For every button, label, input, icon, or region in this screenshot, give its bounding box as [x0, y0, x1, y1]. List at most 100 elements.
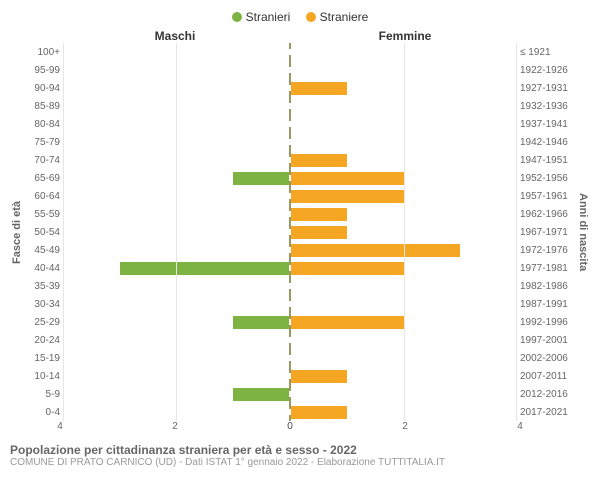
- female-cell: [289, 277, 516, 295]
- pyramid-row: 20-241997-2001: [24, 331, 576, 349]
- age-tick: 40-44: [24, 263, 64, 274]
- birth-year-tick: 1992-1996: [516, 317, 576, 328]
- female-cell: [289, 205, 516, 223]
- pyramid-row: 65-691952-1956: [24, 169, 576, 187]
- male-cell: [64, 97, 289, 115]
- x-tick: 2: [172, 421, 178, 432]
- female-cell: [289, 169, 516, 187]
- chart-footer: Popolazione per cittadinanza straniera p…: [10, 443, 590, 468]
- male-cell: [64, 61, 289, 79]
- pyramid-row: 90-94 1927-1931: [24, 79, 576, 97]
- y-axis-label-right: Anni di nascita: [576, 43, 590, 421]
- female-bar: [291, 244, 460, 257]
- birth-year-tick: 2002-2006: [516, 353, 576, 364]
- female-cell: [289, 43, 516, 61]
- male-cell: [64, 151, 289, 169]
- age-tick: 25-29: [24, 317, 64, 328]
- birth-year-tick: 1932-1936: [516, 101, 576, 112]
- male-cell: [64, 385, 289, 403]
- legend-label-male: Stranieri: [246, 10, 291, 24]
- pyramid-row: 0-42017-2021: [24, 403, 576, 421]
- female-cell: [289, 331, 516, 349]
- birth-year-tick: 1942-1946: [516, 137, 576, 148]
- female-cell: [289, 223, 516, 241]
- female-cell: [289, 403, 516, 421]
- age-tick: 10-14: [24, 371, 64, 382]
- female-cell: [289, 313, 516, 331]
- header-female: Femmine: [290, 29, 520, 43]
- pyramid-row: 70-74 1947-1951: [24, 151, 576, 169]
- birth-year-tick: ≤ 1921: [516, 47, 576, 58]
- male-bar: [120, 262, 289, 275]
- birth-year-tick: 1962-1966: [516, 209, 576, 220]
- age-tick: 60-64: [24, 191, 64, 202]
- male-cell: [64, 241, 289, 259]
- pyramid-row: 50-541967-1971: [24, 223, 576, 241]
- column-headers: Maschi Femmine: [10, 29, 590, 43]
- age-tick: 70-74: [24, 155, 64, 166]
- pyramid-row: 25-29 1992-1996: [24, 313, 576, 331]
- male-cell: [64, 205, 289, 223]
- pyramid-row: 55-59 1962-1966: [24, 205, 576, 223]
- birth-year-tick: 1972-1976: [516, 245, 576, 256]
- female-cell: [289, 349, 516, 367]
- x-tick: 2: [402, 421, 408, 432]
- male-bar: [233, 316, 289, 329]
- male-cell: [64, 295, 289, 313]
- pyramid-row: 40-441977-1981: [24, 259, 576, 277]
- age-tick: 30-34: [24, 299, 64, 310]
- birth-year-tick: 1927-1931: [516, 83, 576, 94]
- male-cell: [64, 133, 289, 151]
- age-tick: 0-4: [24, 407, 64, 418]
- header-male: Maschi: [60, 29, 290, 43]
- birth-year-tick: 1982-1986: [516, 281, 576, 292]
- male-cell: [64, 79, 289, 97]
- y-axis-label-left: Fasce di età: [10, 43, 24, 421]
- pyramid-row: 60-64 1957-1961: [24, 187, 576, 205]
- age-tick: 45-49: [24, 245, 64, 256]
- birth-year-tick: 1922-1926: [516, 65, 576, 76]
- male-cell: [64, 349, 289, 367]
- legend-swatch-female: [306, 12, 316, 22]
- male-cell: [64, 43, 289, 61]
- age-tick: 65-69: [24, 173, 64, 184]
- female-cell: [289, 79, 516, 97]
- male-cell: [64, 223, 289, 241]
- male-cell: [64, 187, 289, 205]
- pyramid-row: 85-891932-1936: [24, 97, 576, 115]
- age-tick: 50-54: [24, 227, 64, 238]
- x-axis: 420 024: [10, 421, 590, 437]
- birth-year-tick: 1947-1951: [516, 155, 576, 166]
- female-cell: [289, 133, 516, 151]
- birth-year-tick: 2007-2011: [516, 371, 576, 382]
- male-cell: [64, 259, 289, 277]
- legend-item-male: Stranieri: [232, 10, 291, 24]
- pyramid-row: 80-841937-1941: [24, 115, 576, 133]
- male-bar: [233, 388, 289, 401]
- age-tick: 95-99: [24, 65, 64, 76]
- female-bar: [291, 82, 347, 95]
- pyramid-row: 15-192002-2006: [24, 349, 576, 367]
- female-bar: [291, 226, 347, 239]
- age-tick: 90-94: [24, 83, 64, 94]
- male-cell: [64, 277, 289, 295]
- female-bar: [291, 370, 347, 383]
- age-tick: 5-9: [24, 389, 64, 400]
- birth-year-tick: 2012-2016: [516, 389, 576, 400]
- pyramid-row: 35-391982-1986: [24, 277, 576, 295]
- male-bar: [233, 172, 289, 185]
- male-cell: [64, 115, 289, 133]
- female-cell: [289, 61, 516, 79]
- female-bar: [291, 172, 404, 185]
- legend-item-female: Straniere: [306, 10, 369, 24]
- x-tick: 0: [287, 421, 293, 432]
- birth-year-tick: 1957-1961: [516, 191, 576, 202]
- pyramid-row: 45-49 1972-1976: [24, 241, 576, 259]
- pyramid-row: 30-341987-1991: [24, 295, 576, 313]
- female-cell: [289, 295, 516, 313]
- chart-title: Popolazione per cittadinanza straniera p…: [10, 443, 590, 457]
- female-bar: [291, 190, 404, 203]
- age-tick: 55-59: [24, 209, 64, 220]
- female-cell: [289, 241, 516, 259]
- female-cell: [289, 151, 516, 169]
